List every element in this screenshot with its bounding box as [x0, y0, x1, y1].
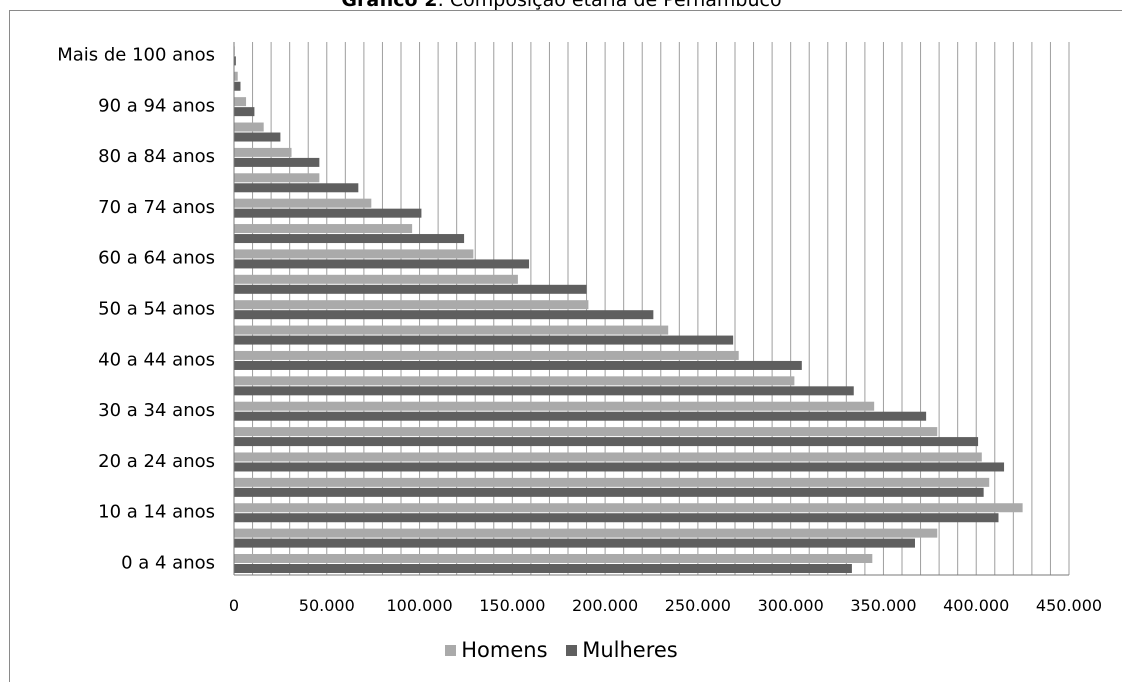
- y-tick-label-6: 30 a 34 anos: [98, 400, 215, 421]
- legend-label-homens: Homens: [461, 638, 548, 662]
- bar-homens-14: [234, 198, 372, 208]
- x-tick-label-1: 50.000: [299, 596, 355, 615]
- bar-mulheres-0: [234, 564, 852, 573]
- bar-mulheres-7: [234, 386, 854, 396]
- y-tick-label-2: 10 a 14 anos: [98, 502, 215, 523]
- bar-mulheres-9: [234, 335, 734, 345]
- bar-homens-9: [234, 325, 669, 335]
- y-tick-label-12: 60 a 64 anos: [98, 248, 215, 269]
- bar-homens-16: [234, 147, 292, 157]
- bar-mulheres-15: [234, 183, 359, 193]
- y-tick-label-18: 90 a 94 anos: [98, 95, 215, 116]
- bar-mulheres-10: [234, 310, 654, 320]
- bar-mulheres-13: [234, 234, 465, 244]
- legend-label-mulheres: Mulheres: [582, 638, 678, 662]
- bar-homens-6: [234, 401, 875, 411]
- legend-item-homens: Homens: [445, 638, 548, 662]
- x-tick-label-7: 350.000: [850, 596, 916, 615]
- bar-homens-7: [234, 376, 795, 386]
- bar-homens-3: [234, 477, 990, 487]
- x-tick-label-4: 200.000: [572, 596, 638, 615]
- bar-mulheres-11: [234, 284, 587, 294]
- legend-item-mulheres: Mulheres: [566, 638, 678, 662]
- y-tick-label-16: 80 a 84 anos: [98, 146, 215, 167]
- legend-swatch-homens: [445, 645, 457, 656]
- bar-homens-0: [234, 554, 873, 563]
- bar-mulheres-17: [234, 132, 281, 142]
- bar-homens-15: [234, 173, 320, 183]
- bar-homens-5: [234, 427, 938, 437]
- x-tick-label-0: 0: [229, 596, 239, 615]
- bar-homens-8: [234, 350, 739, 360]
- bar-homens-12: [234, 249, 474, 259]
- legend-swatch-mulheres: [566, 645, 578, 656]
- bar-mulheres-6: [234, 411, 927, 421]
- bar-mulheres-16: [234, 157, 320, 167]
- x-tick-label-6: 300.000: [758, 596, 824, 615]
- chart-frame: [9, 10, 1122, 682]
- y-tick-label-0: 0 a 4 anos: [121, 552, 215, 573]
- bar-mulheres-3: [234, 487, 984, 497]
- bar-homens-18: [234, 97, 247, 107]
- bar-mulheres-4: [234, 462, 1005, 472]
- x-tick-label-2: 100.000: [386, 596, 452, 615]
- y-tick-label-4: 20 a 24 anos: [98, 451, 215, 472]
- x-tick-label-5: 250.000: [665, 596, 731, 615]
- y-tick-label-14: 70 a 74 anos: [98, 197, 215, 218]
- bar-homens-2: [234, 503, 1023, 513]
- x-tick-label-9: 450.000: [1036, 596, 1102, 615]
- chart-title: Gráfico 2: Composição etária de Pernambu…: [0, 0, 1123, 11]
- bar-mulheres-18: [234, 107, 255, 117]
- bar-homens-17: [234, 122, 264, 132]
- bar-homens-10: [234, 300, 589, 310]
- bar-homens-19: [234, 71, 238, 81]
- bar-homens-13: [234, 224, 413, 234]
- bar-homens-1: [234, 528, 938, 538]
- bar-mulheres-12: [234, 259, 530, 269]
- bar-mulheres-19: [234, 81, 241, 91]
- bar-mulheres-2: [234, 513, 999, 523]
- y-tick-label-10: 50 a 54 anos: [98, 299, 215, 320]
- x-tick-label-8: 400.000: [943, 596, 1009, 615]
- chart-title-bold: Gráfico 2: [341, 0, 438, 11]
- bar-homens-4: [234, 452, 982, 462]
- bar-mulheres-8: [234, 360, 802, 370]
- bar-mulheres-14: [234, 208, 422, 218]
- bar-mulheres-1: [234, 538, 915, 548]
- bar-mulheres-20: [234, 56, 236, 66]
- bar-mulheres-5: [234, 437, 979, 447]
- chart-title-rest: : Composição etária de Pernambuco: [437, 0, 782, 11]
- y-tick-label-20: Mais de 100 anos: [57, 45, 215, 66]
- chart-legend: Homens Mulheres: [0, 638, 1123, 662]
- x-tick-label-3: 150.000: [479, 596, 545, 615]
- y-tick-label-8: 40 a 44 anos: [98, 349, 215, 370]
- bar-homens-11: [234, 274, 518, 284]
